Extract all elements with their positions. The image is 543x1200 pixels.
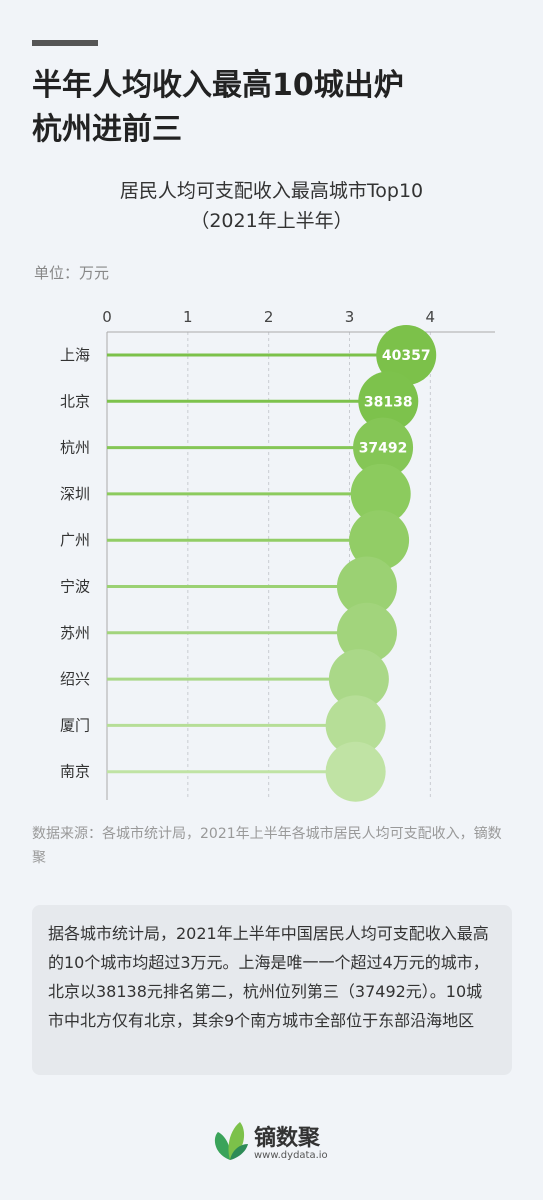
data-label-1: 38138 — [364, 394, 413, 410]
category-label-6: 苏州 — [60, 624, 90, 642]
bubble-1 — [358, 371, 419, 432]
bubble-3 — [350, 463, 411, 524]
source-note: 数据来源：各城市统计局，2021年上半年各城市居民人均可支配收入，镝数聚 — [32, 826, 502, 866]
x-tick-label-4: 4 — [426, 308, 436, 326]
brand-url: www.dydata.io — [254, 1150, 328, 1161]
x-tick-label-3: 3 — [345, 308, 355, 326]
category-label-4: 广州 — [60, 531, 90, 549]
x-tick-label-2: 2 — [264, 308, 274, 326]
summary-box: 据各城市统计局，2021年上半年中国居民人均可支配收入最高的10个城市均超过3万… — [32, 905, 512, 1075]
headline-line-1: 半年人均收入最高10城出炉 — [32, 68, 404, 103]
chart-title-block: 居民人均可支配收入最高城市Top10 （2021年上半年） — [0, 176, 543, 236]
headline-line-2: 杭州进前三 — [32, 112, 182, 147]
bubble-9 — [325, 741, 386, 802]
headline: 半年人均收入最高10城出炉 杭州进前三 — [32, 64, 512, 152]
leaf-logo-icon — [214, 1122, 248, 1160]
bubble-5 — [336, 556, 397, 617]
bubble-7 — [328, 649, 389, 710]
category-label-9: 南京 — [60, 763, 90, 781]
category-label-2: 杭州 — [60, 439, 90, 457]
bubble-4 — [349, 510, 410, 571]
decor-top-bar — [32, 40, 98, 46]
x-tick-label-1: 1 — [183, 308, 193, 326]
category-label-0: 上海 — [60, 346, 90, 364]
category-label-5: 宁波 — [60, 578, 90, 596]
chart-title: 居民人均可支配收入最高城市Top10 — [119, 180, 424, 202]
category-label-1: 北京 — [60, 392, 90, 410]
data-label-0: 40357 — [382, 348, 431, 364]
category-label-3: 深圳 — [60, 485, 90, 503]
brand-name: 镝数聚 — [254, 1126, 321, 1151]
data-label-2: 37492 — [359, 441, 408, 457]
chart-subtitle: （2021年上半年） — [190, 210, 353, 232]
category-label-8: 厦门 — [60, 716, 90, 734]
unit-label: 单位：万元 — [34, 264, 110, 282]
bubble-0 — [376, 325, 437, 385]
x-tick-label-0: 0 — [102, 308, 112, 326]
bubble-6 — [336, 602, 397, 663]
bubble-8 — [325, 695, 386, 756]
bubble-2 — [353, 417, 414, 478]
category-label-7: 绍兴 — [60, 670, 90, 688]
